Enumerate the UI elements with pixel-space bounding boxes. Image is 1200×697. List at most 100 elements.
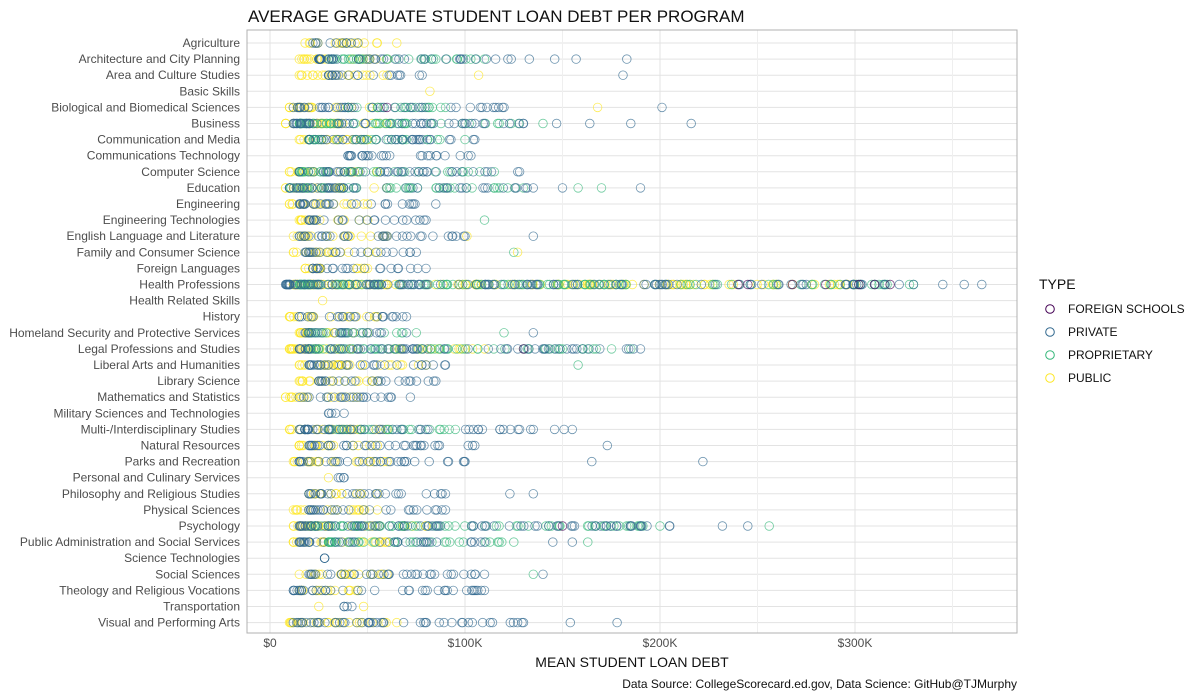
data-point bbox=[310, 328, 321, 338]
data-point bbox=[347, 279, 358, 290]
data-point bbox=[768, 279, 779, 290]
data-point bbox=[321, 167, 332, 177]
data-point bbox=[440, 102, 451, 113]
data-point bbox=[666, 279, 677, 290]
data-point bbox=[415, 424, 426, 435]
data-point bbox=[362, 199, 373, 209]
data-point bbox=[304, 489, 314, 499]
data-point bbox=[509, 537, 519, 547]
data-point bbox=[294, 167, 305, 177]
data-point bbox=[365, 70, 375, 80]
data-point bbox=[501, 344, 512, 354]
data-point bbox=[349, 328, 360, 338]
data-point bbox=[450, 521, 460, 531]
data-point bbox=[432, 537, 442, 547]
data-point bbox=[482, 167, 493, 177]
data-point bbox=[384, 537, 395, 547]
data-point bbox=[390, 102, 400, 113]
data-point bbox=[355, 344, 366, 354]
data-point bbox=[398, 569, 409, 580]
data-point bbox=[460, 231, 470, 241]
data-point bbox=[977, 279, 987, 290]
data-point bbox=[421, 424, 431, 435]
data-point bbox=[412, 569, 422, 580]
data-point bbox=[320, 70, 330, 80]
data-point bbox=[410, 199, 420, 209]
data-point bbox=[372, 102, 383, 113]
data-point bbox=[476, 537, 486, 547]
data-point bbox=[413, 521, 423, 531]
data-point bbox=[334, 424, 344, 435]
data-point bbox=[304, 183, 315, 193]
data-point bbox=[516, 521, 526, 531]
data-point bbox=[296, 585, 307, 596]
data-point bbox=[368, 617, 379, 628]
data-point bbox=[411, 376, 422, 386]
data-point bbox=[626, 344, 636, 354]
data-point bbox=[376, 279, 387, 290]
data-point bbox=[406, 376, 416, 386]
data-point bbox=[522, 279, 532, 290]
data-point bbox=[419, 617, 429, 628]
data-point bbox=[308, 424, 318, 435]
data-point bbox=[454, 279, 464, 290]
data-point bbox=[480, 167, 490, 177]
data-point bbox=[588, 344, 599, 354]
data-point bbox=[417, 360, 427, 370]
data-point bbox=[308, 263, 318, 274]
data-point bbox=[339, 54, 350, 64]
data-point bbox=[340, 376, 351, 386]
data-point bbox=[352, 199, 362, 209]
data-point bbox=[397, 199, 408, 209]
data-point bbox=[468, 521, 479, 531]
data-point bbox=[333, 473, 344, 483]
data-point bbox=[489, 167, 500, 177]
data-point bbox=[440, 344, 450, 354]
data-point bbox=[462, 231, 472, 241]
data-point bbox=[345, 537, 355, 547]
data-point bbox=[338, 134, 348, 145]
data-point bbox=[477, 102, 487, 113]
category-label: Personal and Culinary Services bbox=[73, 471, 240, 485]
data-point bbox=[621, 279, 631, 290]
data-point bbox=[381, 376, 391, 386]
data-point bbox=[496, 344, 506, 354]
data-point bbox=[381, 231, 391, 241]
data-point bbox=[300, 424, 310, 435]
data-point bbox=[303, 247, 314, 258]
data-point bbox=[345, 585, 355, 596]
data-point bbox=[356, 521, 367, 531]
data-point bbox=[402, 215, 412, 225]
data-point bbox=[349, 521, 360, 531]
data-point bbox=[344, 118, 355, 129]
data-point bbox=[353, 376, 364, 386]
data-point bbox=[405, 183, 416, 193]
data-point bbox=[362, 328, 372, 338]
data-point bbox=[346, 167, 357, 177]
chart-title: AVERAGE GRADUATE STUDENT LOAN DEBT PER P… bbox=[248, 7, 745, 26]
data-point bbox=[348, 134, 358, 145]
data-point bbox=[348, 440, 358, 451]
data-point bbox=[528, 183, 539, 193]
data-point bbox=[369, 215, 379, 225]
data-point bbox=[372, 617, 382, 628]
data-point bbox=[525, 279, 536, 290]
data-point bbox=[294, 424, 305, 435]
data-point bbox=[341, 424, 352, 435]
data-point bbox=[398, 617, 409, 628]
data-point bbox=[467, 118, 477, 129]
category-label: Social Sciences bbox=[155, 567, 240, 581]
data-point bbox=[324, 424, 334, 435]
data-point bbox=[393, 489, 404, 499]
data-point bbox=[364, 505, 375, 515]
data-point bbox=[384, 360, 394, 370]
data-point bbox=[385, 118, 395, 129]
data-point bbox=[605, 279, 615, 290]
data-point bbox=[284, 199, 295, 209]
data-point bbox=[938, 279, 948, 290]
data-point bbox=[488, 102, 499, 113]
data-point bbox=[340, 231, 350, 241]
data-point bbox=[415, 215, 425, 225]
data-point bbox=[492, 183, 502, 193]
category-label: Communication and Media bbox=[97, 133, 240, 147]
